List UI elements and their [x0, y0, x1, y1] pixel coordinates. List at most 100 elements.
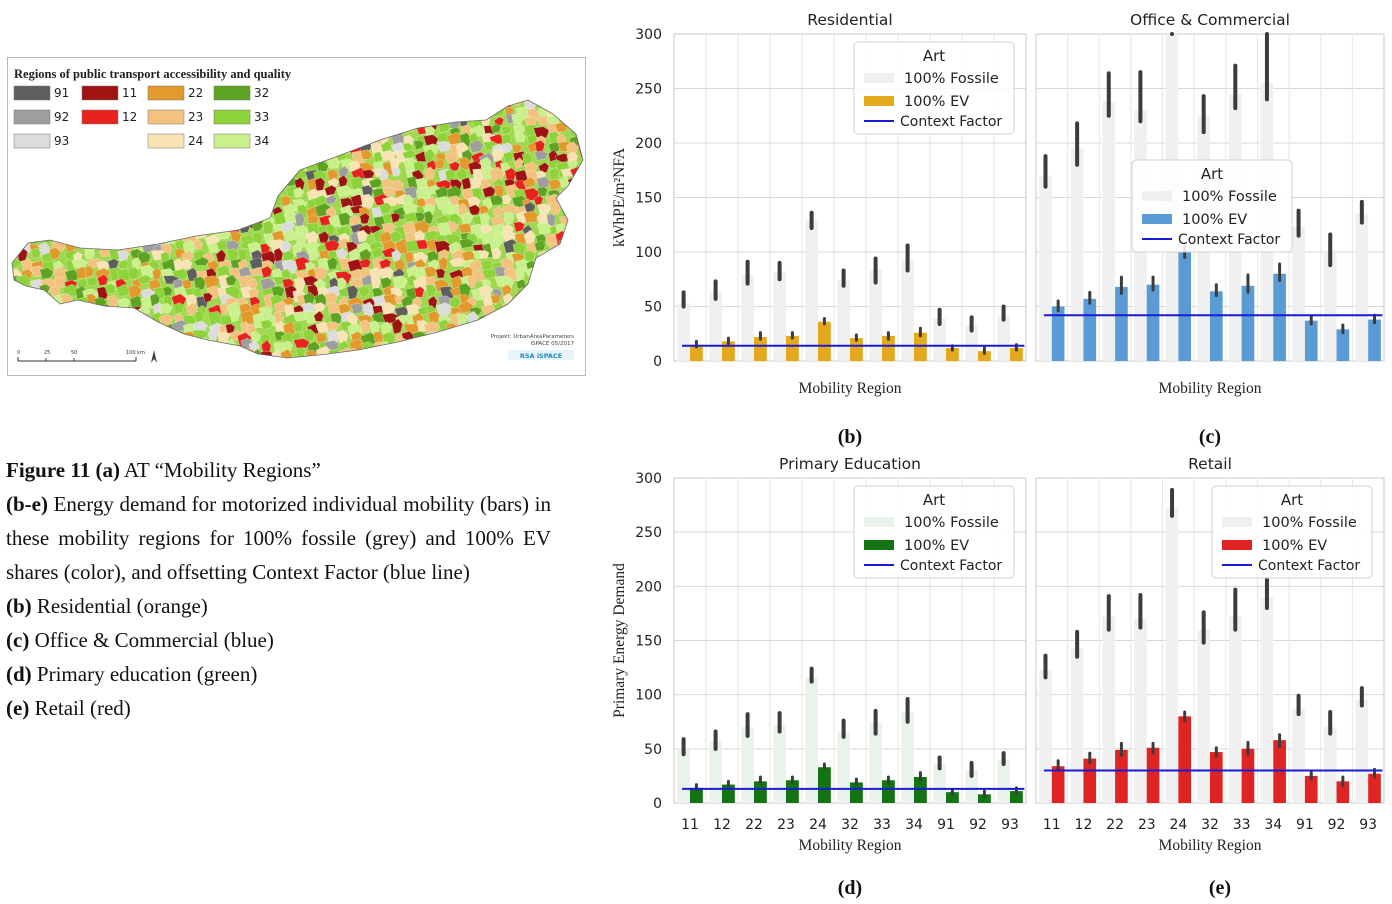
legend-label-context: Context Factor	[900, 558, 1002, 574]
region-patch	[536, 176, 551, 190]
bar-ev-34	[914, 332, 927, 361]
bar-ev-22	[754, 781, 767, 803]
region-patch	[314, 177, 326, 192]
region-patch	[469, 139, 484, 154]
region-patch	[104, 283, 117, 294]
region-patch	[447, 221, 458, 233]
caption-item-c: (c) Office & Commercial (blue)	[6, 623, 551, 657]
region-patch	[460, 211, 474, 225]
legend-code-32: 32	[254, 86, 269, 100]
legend-swatch-fossile	[864, 517, 894, 527]
region-patch	[379, 266, 394, 280]
xtick-label-12: 12	[713, 817, 731, 833]
bar-ev-33	[882, 780, 895, 803]
region-patch	[247, 287, 260, 298]
caption-item-d-text: Primary education (green)	[36, 662, 258, 686]
legend-label-ev: 100% EV	[1182, 212, 1247, 228]
caption-item-c-label: (c)	[6, 628, 30, 652]
bar-fossile-92	[965, 770, 978, 803]
legend-swatch-ev	[1222, 540, 1252, 550]
panel-label: (d)	[838, 877, 862, 899]
region-patch	[425, 284, 437, 297]
ytick-label: 150	[635, 191, 662, 207]
bar-fossile-23	[773, 271, 786, 361]
bar-ev-34	[1273, 740, 1286, 803]
chart-legend: Art 100% Fossile 100% EV Context Factor	[1131, 159, 1293, 253]
bar-ev-93	[1368, 773, 1381, 803]
map-legend: 91 11 22 32 92 12 23 33 93 24 34	[13, 85, 269, 149]
caption-item-e-text: Retail (red)	[34, 696, 131, 720]
xtick-label-34: 34	[1264, 817, 1282, 833]
chart-c: Office & Commercial Mobility Region Art 100…	[1035, 11, 1385, 448]
bar-fossile-32	[837, 280, 850, 361]
bar-fossile-24	[805, 220, 818, 361]
region-patch	[250, 331, 261, 343]
region-patch	[280, 348, 293, 358]
ytick-label: 250	[635, 525, 662, 541]
legend-box	[853, 41, 1015, 135]
caption-figure-label: Figure 11 (a)	[6, 458, 120, 482]
region-patch	[414, 286, 425, 298]
bar-ev-22	[754, 337, 767, 361]
legend-swatch-92	[13, 109, 51, 125]
region-patch	[359, 258, 372, 268]
region-patch	[370, 276, 381, 289]
region-patch	[313, 310, 324, 322]
ispace-logo	[508, 350, 574, 360]
region-patch	[39, 267, 54, 280]
region-patch	[492, 205, 504, 217]
legend-swatch-32	[213, 85, 251, 101]
region-patch	[537, 186, 548, 198]
region-patch	[500, 125, 513, 135]
legend-swatch-23	[147, 109, 185, 125]
ytick-label: 0	[653, 354, 662, 370]
legend-code-34: 34	[254, 134, 269, 148]
bar-fossile-32	[837, 731, 850, 803]
chart-title: Office & Commercial	[1130, 11, 1290, 29]
region-patch	[337, 165, 349, 178]
region-patch	[501, 284, 512, 297]
region-patch	[193, 239, 204, 250]
xtick-label-34: 34	[905, 817, 923, 833]
region-patch	[324, 184, 337, 196]
x-axis-label: Mobility Region	[1159, 380, 1262, 397]
region-patch	[514, 132, 527, 143]
bar-fossile-93	[1355, 700, 1369, 803]
region-patch	[502, 293, 513, 304]
bar-ev-33	[1241, 285, 1255, 361]
region-patch	[378, 202, 393, 215]
bar-ev-23	[1146, 284, 1160, 361]
legend-code-22: 22	[188, 86, 203, 100]
ytick-label: 100	[635, 688, 662, 704]
caption-item-d: (d) Primary education (green)	[6, 657, 551, 691]
region-patch	[521, 151, 533, 167]
region-patch	[491, 148, 505, 162]
region-patch	[548, 167, 560, 183]
caption-title-line: Figure 11 (a) AT “Mobility Regions”	[6, 453, 551, 487]
bar-fossile-92	[1323, 252, 1337, 361]
bar-fossile-32	[1197, 629, 1210, 803]
legend-swatch-22	[147, 85, 185, 101]
region-patch	[117, 250, 130, 262]
ispace-logo-text: RSA iSPACE	[520, 352, 562, 360]
xtick-label-24: 24	[1169, 817, 1187, 833]
bar-fossile-34	[901, 259, 914, 361]
region-patch	[281, 340, 293, 353]
bar-ev-11	[690, 344, 703, 361]
bar-ev-34	[914, 777, 927, 803]
region-patch	[94, 267, 111, 280]
ytick-label: 200	[635, 579, 662, 595]
panel-label: (e)	[1209, 877, 1231, 899]
legend-swatch-93	[13, 133, 51, 149]
region-patch	[461, 250, 476, 261]
region-patch	[513, 123, 526, 136]
xtick-label-12: 12	[1075, 817, 1093, 833]
legend-title: Art	[923, 491, 945, 509]
region-patch	[491, 247, 502, 260]
region-patch	[500, 142, 514, 154]
legend-label-ev: 100% EV	[1262, 538, 1327, 554]
region-patch	[326, 256, 339, 270]
scale-label-25: 25	[44, 350, 50, 356]
bar-ev-91	[1304, 320, 1318, 361]
bar-fossile-23	[1134, 618, 1147, 803]
